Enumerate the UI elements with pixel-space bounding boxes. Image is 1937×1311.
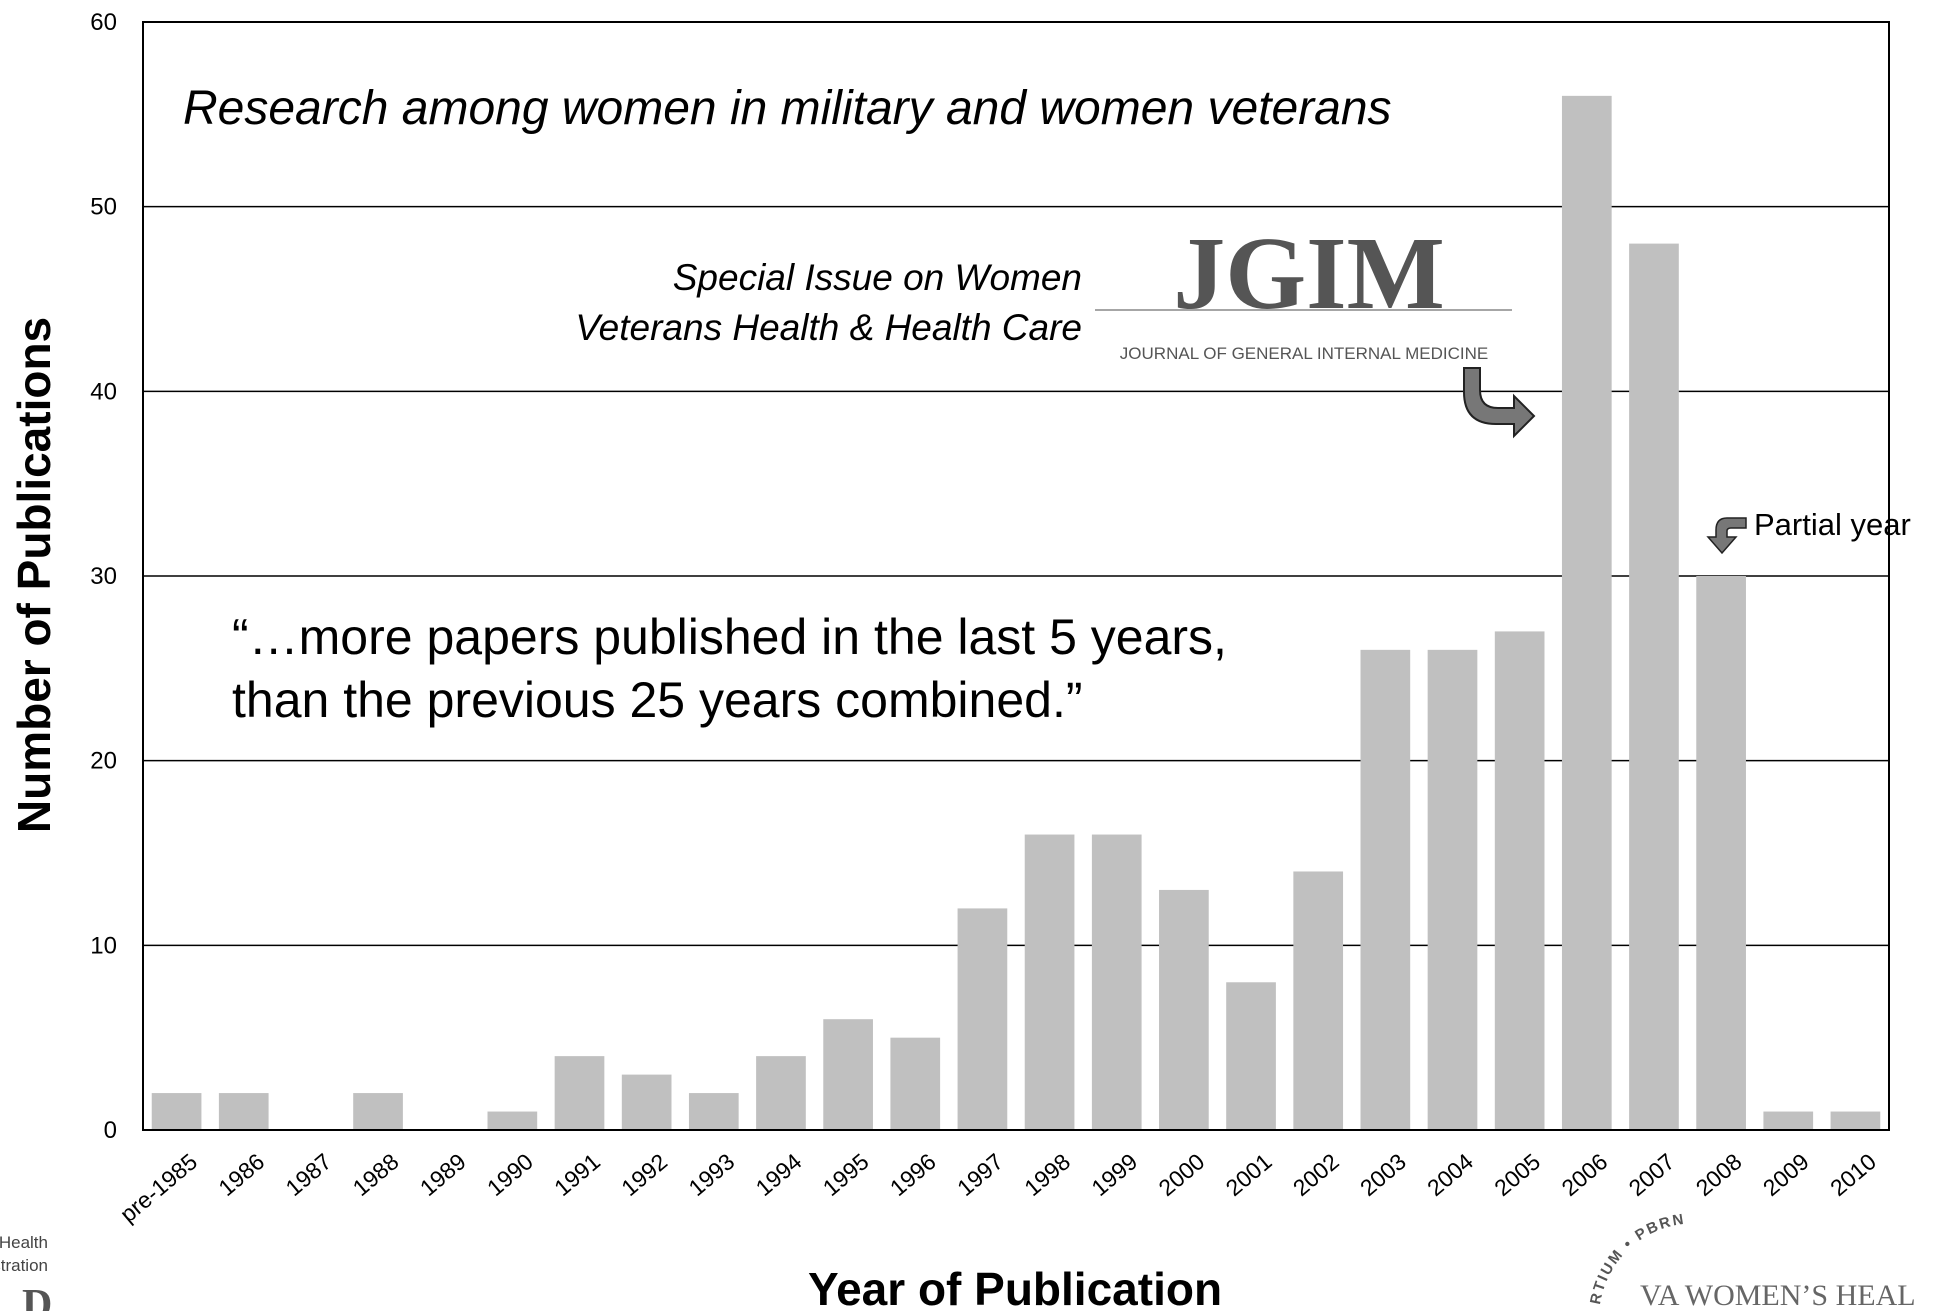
y-tick-labels: 0 10 20 30 40 50 60 bbox=[90, 9, 117, 1144]
jgim-title: JGIM bbox=[1173, 216, 1445, 331]
x-tick-label: 1987 bbox=[281, 1148, 337, 1201]
bar-2004 bbox=[1427, 649, 1478, 1130]
consortium-name: VA WOMEN’S HEAL bbox=[1640, 1279, 1916, 1311]
x-tick-label: 2005 bbox=[1489, 1148, 1545, 1201]
bar-2000 bbox=[1159, 889, 1209, 1130]
bar-1997 bbox=[957, 908, 1008, 1130]
x-tick-label: 1998 bbox=[1019, 1148, 1075, 1201]
bar-1994 bbox=[756, 1056, 806, 1130]
bar-2006 bbox=[1561, 95, 1612, 1130]
jgim-subtitle: JOURNAL OF GENERAL INTERNAL MEDICINE bbox=[1120, 344, 1488, 363]
bar-2010 bbox=[1830, 1111, 1881, 1130]
x-tick-label: 2007 bbox=[1624, 1148, 1680, 1201]
bars bbox=[151, 95, 1881, 1131]
va-logo-line1: s Health bbox=[0, 1233, 48, 1252]
bar-1986 bbox=[218, 1093, 269, 1130]
curved-arrow-icon bbox=[1463, 367, 1536, 439]
x-tick-label: 2004 bbox=[1422, 1148, 1478, 1201]
bar-1999 bbox=[1091, 834, 1142, 1130]
x-tick-label: pre-1985 bbox=[115, 1148, 202, 1227]
bar-1995 bbox=[823, 1019, 873, 1130]
y-tick-label: 40 bbox=[90, 378, 117, 405]
heading-annotation: Research among women in military and wom… bbox=[183, 82, 1392, 135]
bar-1992 bbox=[621, 1074, 672, 1130]
bar-1991 bbox=[554, 1056, 605, 1130]
special-issue-line1: Special Issue on Women bbox=[673, 257, 1082, 298]
y-tick-label: 0 bbox=[104, 1117, 117, 1144]
x-tick-label: 1990 bbox=[482, 1148, 538, 1201]
partial-year-arrow-icon bbox=[1706, 517, 1747, 555]
plot-frame bbox=[142, 21, 1890, 1131]
jgim-logo: JGIM JOURNAL OF GENERAL INTERNAL MEDICIN… bbox=[1095, 216, 1512, 363]
x-tick-label: 2002 bbox=[1288, 1148, 1344, 1201]
va-logo-line2: stration bbox=[0, 1256, 48, 1275]
special-issue-line2: Veterans Health & Health Care bbox=[575, 307, 1082, 348]
x-tick-label: 1988 bbox=[348, 1148, 404, 1201]
x-tick-label: 2000 bbox=[1154, 1148, 1210, 1201]
bar-2001 bbox=[1226, 982, 1276, 1130]
bar-pre-1985 bbox=[151, 1093, 202, 1130]
y-tick-label: 20 bbox=[90, 748, 117, 775]
bar-2008 bbox=[1696, 576, 1746, 1130]
bar-2007 bbox=[1629, 243, 1679, 1131]
x-tick-label: 2008 bbox=[1691, 1148, 1747, 1201]
y-tick-label: 30 bbox=[90, 563, 117, 590]
x-tick-labels: pre-1985 1986 1987 1988 1989 1990 1991 1992 1993… bbox=[115, 1148, 1881, 1227]
x-tick-label: 2001 bbox=[1221, 1148, 1277, 1201]
y-tick-label: 50 bbox=[90, 194, 117, 221]
bar-2003 bbox=[1360, 649, 1411, 1130]
va-logo-left: s Health stration D bbox=[0, 1233, 52, 1311]
bar-2002 bbox=[1293, 871, 1344, 1130]
x-tick-label: 1996 bbox=[885, 1148, 941, 1201]
quote-line2: than the previous 25 years combined.” bbox=[232, 672, 1083, 728]
partial-year-label: Partial year bbox=[1754, 507, 1911, 542]
bar-1996 bbox=[890, 1037, 941, 1130]
x-tick-label: 1995 bbox=[818, 1148, 874, 1201]
bar-1990 bbox=[487, 1111, 538, 1130]
x-tick-label: 1993 bbox=[683, 1148, 739, 1201]
va-logo-mark: D bbox=[22, 1282, 52, 1311]
consortium-logo: RTIUM • PBRN VA WOMEN’S HEAL bbox=[1587, 1211, 1916, 1311]
quote-line1: “…more papers published in the last 5 ye… bbox=[232, 609, 1227, 665]
x-tick-label: 1997 bbox=[952, 1148, 1008, 1201]
x-tick-label: 1994 bbox=[751, 1148, 807, 1201]
x-tick-label: 1986 bbox=[213, 1148, 269, 1201]
x-tick-label: 2009 bbox=[1758, 1148, 1814, 1201]
x-tick-label: 1989 bbox=[415, 1148, 471, 1201]
x-tick-label: 1999 bbox=[1086, 1148, 1142, 1201]
bar-1998 bbox=[1024, 834, 1075, 1130]
bar-2009 bbox=[1763, 1111, 1814, 1130]
y-axis-label: Number of Publications bbox=[8, 317, 60, 833]
bar-1988 bbox=[353, 1093, 403, 1130]
bar-2005 bbox=[1494, 631, 1545, 1130]
x-tick-label: 2006 bbox=[1556, 1148, 1612, 1201]
x-tick-label: 1992 bbox=[616, 1148, 672, 1201]
x-axis-label: Year of Publication bbox=[808, 1263, 1222, 1311]
x-tick-label: 2003 bbox=[1355, 1148, 1411, 1201]
x-tick-label: 1991 bbox=[549, 1148, 605, 1201]
bar-1993 bbox=[688, 1093, 739, 1130]
x-tick-label: 2010 bbox=[1825, 1148, 1881, 1201]
y-tick-label: 60 bbox=[90, 9, 117, 36]
y-tick-label: 10 bbox=[90, 932, 117, 959]
